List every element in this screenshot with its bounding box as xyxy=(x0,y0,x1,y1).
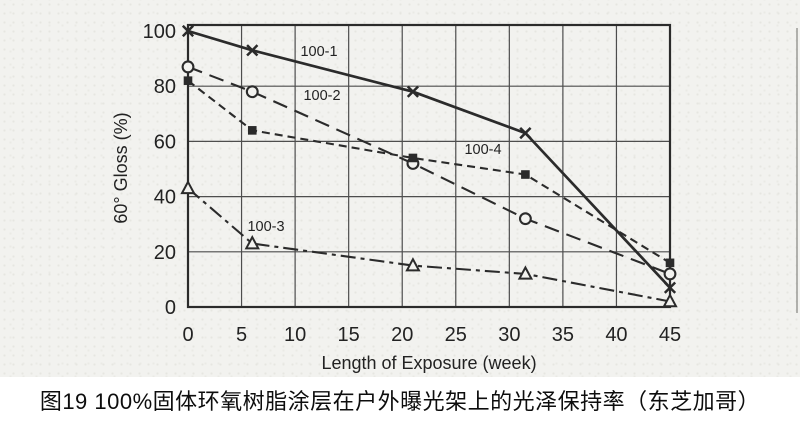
x-tick-label-20: 20 xyxy=(391,324,413,346)
marker-open-circle-100-2 xyxy=(518,212,532,226)
y-tick-label-20: 20 xyxy=(154,242,176,264)
series-line-100-4 xyxy=(187,79,671,264)
marker-open-triangle-100-3 xyxy=(244,235,260,250)
chart-scan-area: 100-1 100-2 100-4 100-3 0 5 10 15 20 25 30 35 40 45 0 2… xyxy=(0,0,800,377)
marker-open-triangle-100-3 xyxy=(180,179,196,195)
marker-open-triangle-100-3 xyxy=(517,265,534,280)
marker-open-triangle-100-3 xyxy=(405,257,421,272)
marker-filled-square-100-4 xyxy=(521,170,530,179)
series-label-100-1: 100-1 xyxy=(300,44,337,60)
x-tick-label-40: 40 xyxy=(605,324,627,346)
x-tick-label-45: 45 xyxy=(659,324,681,346)
x-tick-label-10: 10 xyxy=(284,324,306,346)
marker-open-triangle-100-3 xyxy=(662,292,678,308)
series-line-100-3 xyxy=(187,187,671,303)
figure-caption: 图19 100%固体环氧树脂涂层在户外曝光架上的光泽保持率（东芝加哥） xyxy=(39,389,761,414)
x-tick-label-30: 30 xyxy=(498,324,520,346)
series-label-100-4: 100-4 xyxy=(464,142,501,158)
x-tick-label-15: 15 xyxy=(338,324,360,346)
series-label-100-2: 100-2 xyxy=(303,88,340,104)
y-tick-label-100: 100 xyxy=(143,21,176,43)
gloss-retention-chart: 100-1 100-2 100-4 100-3 0 5 10 15 20 25 30 35 40 45 0 2… xyxy=(111,21,681,373)
marker-open-circle-100-2 xyxy=(245,85,259,99)
x-tick-label-25: 25 xyxy=(445,324,467,346)
scan-edge-artifact-line xyxy=(796,28,798,313)
y-tick-label-0: 0 xyxy=(165,297,176,319)
x-tick-label-0: 0 xyxy=(182,324,193,346)
marker-x-100-1 xyxy=(519,127,532,140)
marker-open-circle-100-2 xyxy=(181,60,195,74)
x-axis-title: Length of Exposure (week) xyxy=(321,353,536,373)
y-tick-label-80: 80 xyxy=(154,76,176,98)
marker-filled-square-100-4 xyxy=(408,153,418,163)
marker-open-circle-100-2 xyxy=(663,267,677,281)
x-tick-label-35: 35 xyxy=(552,324,574,346)
marker-filled-square-100-4 xyxy=(247,126,257,135)
series-label-100-3: 100-3 xyxy=(247,219,284,235)
marker-x-100-1 xyxy=(246,44,259,57)
marker-x-100-1 xyxy=(181,24,195,38)
y-tick-label-40: 40 xyxy=(154,187,176,209)
plot-border xyxy=(186,23,672,309)
y-axis-title: 60° Gloss (%) xyxy=(111,112,131,223)
x-tick-label-5: 5 xyxy=(236,324,247,346)
marker-x-100-1 xyxy=(406,85,420,98)
marker-filled-square-100-4 xyxy=(183,76,193,85)
marker-filled-square-100-4 xyxy=(665,258,675,268)
marker-x-100-1 xyxy=(663,281,677,294)
caption-strip: 图19 100%固体环氧树脂涂层在户外曝光架上的光泽保持率（东芝加哥） xyxy=(0,377,800,430)
y-tick-label-60: 60 xyxy=(154,131,176,153)
